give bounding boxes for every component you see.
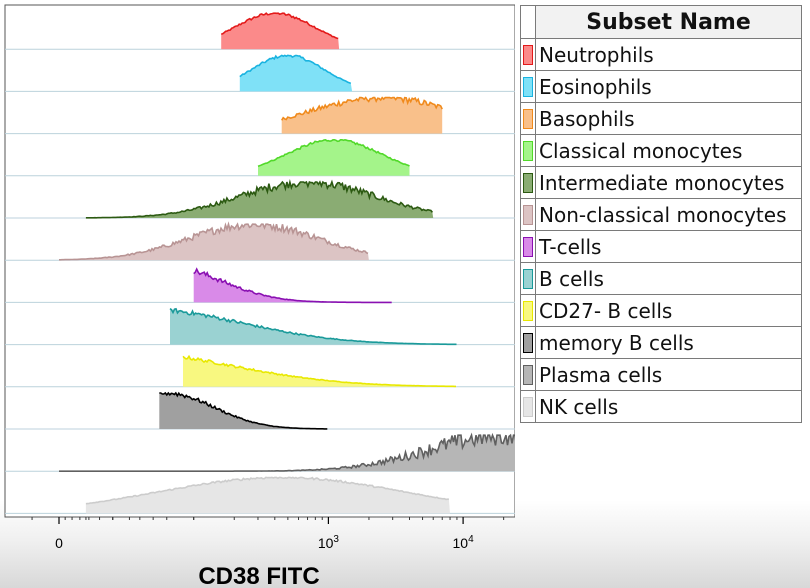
x-tick-label: 104 — [453, 534, 475, 551]
legend-row: Basophils — [520, 102, 802, 135]
histogram-fill — [239, 55, 353, 92]
histogram-fill — [59, 224, 369, 261]
legend-swatch — [523, 108, 533, 129]
legend-swatch — [523, 140, 533, 161]
x-tick-label: 103 — [318, 534, 340, 551]
legend-swatch-cell — [520, 102, 536, 135]
histogram-fill — [183, 356, 457, 387]
histogram-outline — [257, 138, 410, 168]
legend-swatch-cell — [520, 134, 536, 167]
legend-row: CD27- B cells — [520, 294, 802, 327]
histogram-eosinophils — [5, 54, 515, 92]
histogram-fill — [258, 139, 410, 176]
histogram-non-classical-monocytes — [5, 221, 515, 261]
legend-header-blank — [520, 5, 536, 39]
legend-row: Classical monocytes — [520, 134, 802, 167]
x-tick-label: 0 — [55, 535, 63, 551]
legend-swatch-cell — [520, 198, 536, 231]
legend-header-row: Subset Name — [520, 5, 802, 39]
legend-swatch-cell — [520, 326, 536, 359]
histogram-outline — [169, 307, 457, 346]
histogram-cd27-b-cells — [5, 354, 515, 388]
legend-row: T-cells — [520, 230, 802, 263]
legend-swatch-cell — [520, 358, 536, 391]
legend-header: Subset Name — [535, 5, 802, 39]
legend-row: memory B cells — [520, 326, 802, 359]
histogram-outline — [59, 221, 369, 261]
legend-swatch — [523, 332, 533, 353]
legend-swatch — [523, 236, 533, 257]
legend-row: Intermediate monocytes — [520, 166, 802, 199]
histogram-outline — [159, 391, 328, 430]
legend-swatch-cell — [520, 294, 536, 327]
histogram-classical-monocytes — [5, 138, 515, 177]
legend-label: NK cells — [535, 390, 802, 423]
legend-swatch — [523, 44, 533, 65]
histogram-fill — [59, 435, 515, 472]
histogram-fill — [159, 393, 329, 429]
legend-swatch — [523, 300, 533, 321]
histogram-outline — [85, 179, 434, 219]
x-axis-label: CD38 FITC — [198, 563, 319, 588]
legend-label: B cells — [535, 262, 802, 295]
legend-label: memory B cells — [535, 326, 802, 359]
histogram-outline — [59, 432, 515, 472]
legend-swatch — [523, 76, 533, 97]
legend-row: Plasma cells — [520, 358, 802, 391]
histogram-fill — [170, 308, 457, 345]
legend-swatch-cell — [520, 70, 536, 103]
legend-swatch — [523, 204, 533, 225]
histogram-nk-cells — [5, 476, 515, 514]
legend-swatch — [523, 268, 533, 289]
legend-label: T-cells — [535, 230, 802, 263]
histogram-fill — [221, 13, 340, 50]
legend-label: Basophils — [535, 102, 802, 135]
histogram-fill — [85, 477, 451, 514]
legend-row: Non-classical monocytes — [520, 198, 802, 231]
legend-row: NK cells — [520, 390, 802, 423]
histogram-neutrophils — [5, 12, 515, 50]
histogram-outline — [193, 267, 392, 304]
histogram-basophils — [5, 96, 515, 135]
legend-swatch-cell — [520, 230, 536, 263]
legend-swatch-cell — [520, 262, 536, 295]
legend-swatch-cell — [520, 390, 536, 423]
legend-swatch — [523, 396, 533, 417]
histogram-b-cells — [5, 307, 515, 346]
legend-label: Plasma cells — [535, 358, 802, 391]
histogram-fill — [193, 269, 393, 303]
legend-label: Neutrophils — [535, 38, 802, 71]
histogram-outline — [281, 96, 443, 121]
histogram-memory-b-cells — [5, 391, 515, 430]
legend-swatch-cell — [520, 166, 536, 199]
legend-swatch — [523, 364, 533, 385]
histogram-intermediate-monocytes — [5, 179, 515, 219]
legend: Subset Name Neutrophils Eosinophils Basoph… — [520, 5, 802, 423]
legend-label: Classical monocytes — [535, 134, 802, 167]
histogram-fill — [281, 97, 443, 134]
legend-row: Neutrophils — [520, 38, 802, 71]
histogram-t-cells — [5, 267, 515, 304]
legend-label: Eosinophils — [535, 70, 802, 103]
legend-label: Non-classical monocytes — [535, 198, 802, 231]
histogram-plasma-cells — [5, 432, 515, 472]
legend-row: Eosinophils — [520, 70, 802, 103]
histogram-outline — [239, 54, 352, 85]
histogram-outline — [85, 476, 449, 505]
legend-row: B cells — [520, 262, 802, 295]
legend-swatch — [523, 172, 533, 193]
histogram-plot: 0103104105 CD38 FITC — [4, 4, 515, 588]
histogram-outline — [221, 12, 339, 40]
legend-swatch-cell — [520, 38, 536, 71]
legend-label: Intermediate monocytes — [535, 166, 802, 199]
histogram-outline — [182, 354, 456, 388]
legend-label: CD27- B cells — [535, 294, 802, 327]
